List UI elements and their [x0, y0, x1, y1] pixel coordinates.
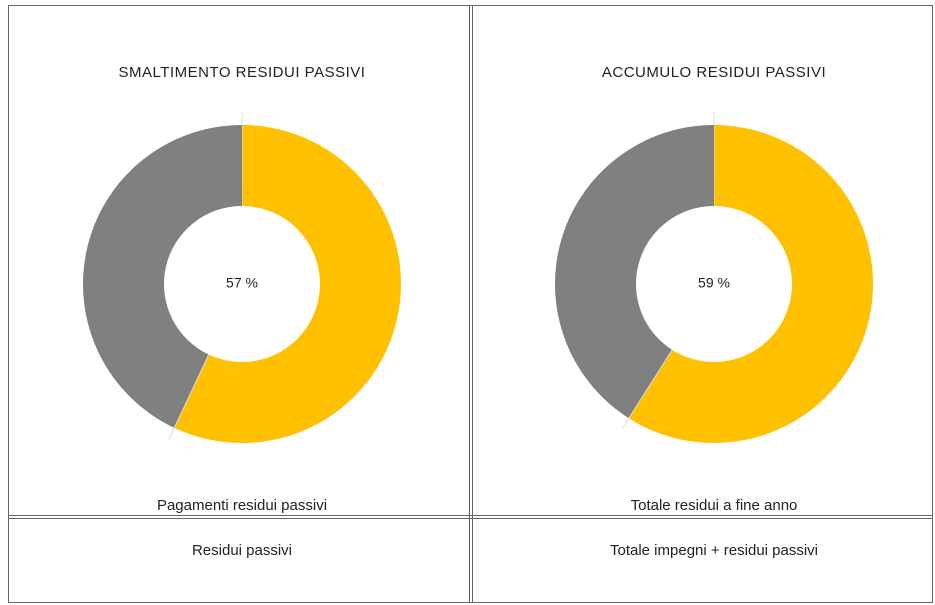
center-label: 57 %	[226, 275, 258, 291]
slice-separator	[168, 354, 210, 440]
donut-slice	[628, 125, 874, 443]
donut-slice	[83, 125, 242, 428]
cell-text: Totale residui a fine anno	[631, 497, 798, 514]
slice-separator	[621, 349, 673, 430]
cell-text: Totale impegni + residui passivi	[610, 542, 818, 559]
donut-slice	[174, 125, 402, 443]
table-border	[8, 5, 933, 603]
cell-text: Pagamenti residui passivi	[157, 497, 327, 514]
cell-text: Residui passivi	[192, 542, 292, 559]
center-label: 59 %	[698, 275, 730, 291]
chart-title: ACCUMULO RESIDUI PASSIVI	[602, 64, 826, 81]
donut-slice	[555, 125, 714, 419]
chart-title: SMALTIMENTO RESIDUI PASSIVI	[119, 64, 366, 81]
